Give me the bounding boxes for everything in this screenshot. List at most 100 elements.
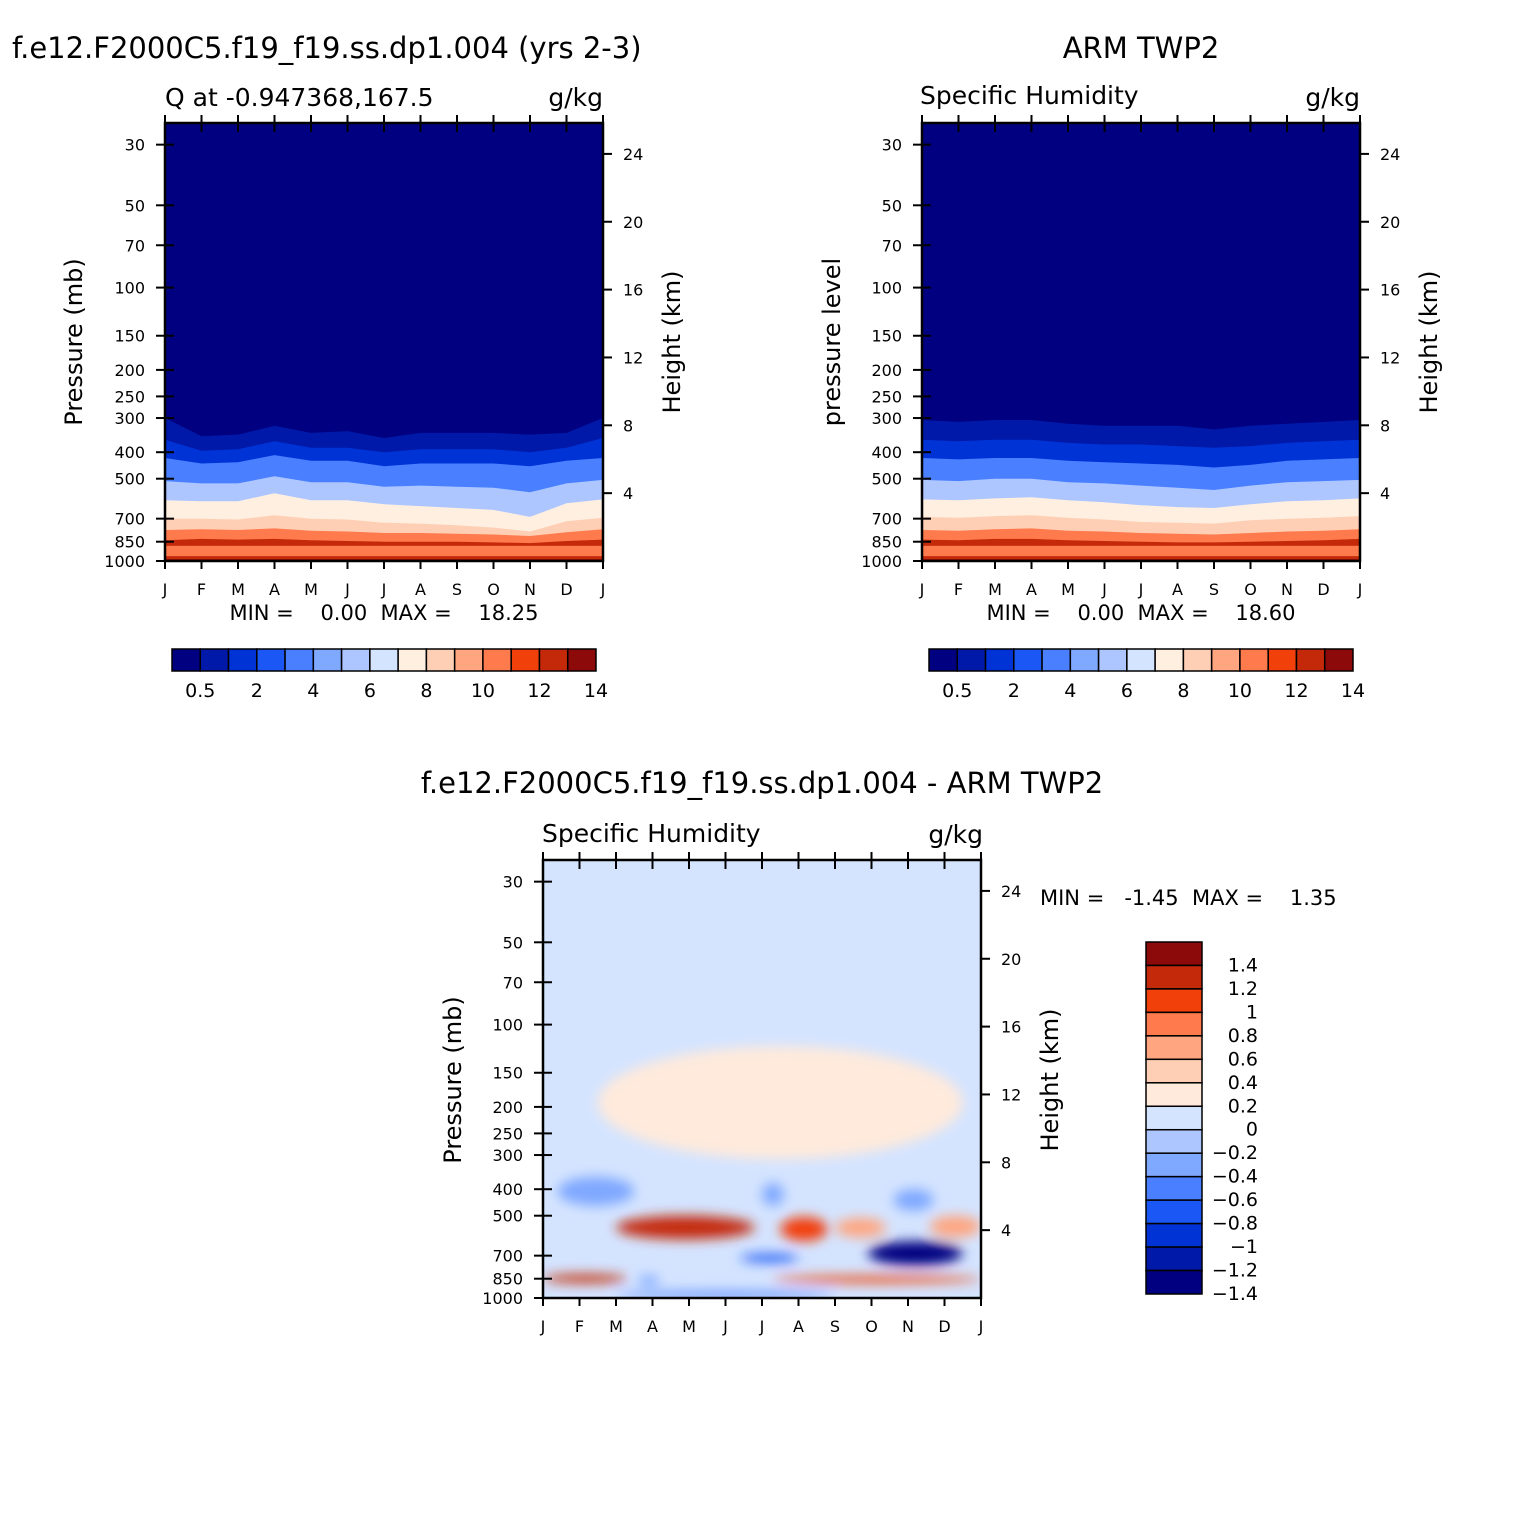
colorbar-label: 0.4 [1228, 1072, 1258, 1094]
x-tick-label: M [682, 1317, 696, 1336]
x-tick-label: J [381, 580, 387, 599]
x-tick-label: F [575, 1317, 584, 1336]
colorbar-swatch [1295, 648, 1326, 672]
y2-tick-label: 8 [623, 416, 633, 435]
y2-tick-label: 4 [1001, 1221, 1011, 1240]
colorbar-swatch [1154, 648, 1185, 672]
panel-model-ylabel: Pressure (mb) [60, 258, 88, 425]
colorbar-label: 2 [251, 680, 263, 702]
y-tick-label: 250 [114, 387, 145, 406]
panel-observation-y2label: Height (km) [1415, 271, 1443, 414]
colorbar-label: 0.6 [1228, 1048, 1258, 1070]
colorbar-label: −0.2 [1212, 1142, 1258, 1164]
x-tick-label: J [1101, 580, 1107, 599]
y2-tick-label: 8 [1380, 416, 1390, 435]
colorbar-label: 12 [1284, 680, 1308, 702]
colorbar-swatch [1145, 964, 1203, 990]
colorbar-swatch [1145, 1222, 1203, 1248]
colorbar-swatch [510, 648, 541, 672]
y-tick-label: 200 [114, 361, 145, 380]
contour-feature [616, 1215, 755, 1240]
y-tick-label: 50 [503, 933, 523, 952]
contour-feature [867, 1241, 963, 1266]
colorbar-swatch [227, 648, 258, 672]
colorbar-swatch [1041, 648, 1072, 672]
panel-model-units: g/kg [548, 83, 603, 112]
contour-feature [929, 1215, 981, 1238]
colorbar-label: 0.5 [185, 680, 215, 702]
colorbar-swatch [1145, 1082, 1203, 1108]
y2-tick-label: 20 [1001, 950, 1021, 969]
colorbar-label: 14 [584, 680, 608, 702]
colorbar-swatch [1145, 1128, 1203, 1154]
colorbar-swatch [482, 648, 512, 672]
x-tick-label: M [609, 1317, 623, 1336]
x-tick-label: O [865, 1317, 878, 1336]
colorbar-swatch [1145, 1175, 1203, 1201]
contour-fill [922, 123, 1360, 561]
colorbar-swatch [340, 648, 371, 672]
panel-observation-title: ARM TWP2 [1063, 31, 1220, 65]
panel-difference-ylabel: Pressure (mb) [439, 996, 467, 1163]
x-tick-label: J [344, 580, 350, 599]
colorbar-label: 14 [1341, 680, 1365, 702]
y2-tick-label: 24 [623, 145, 643, 164]
colorbar-label: 8 [1177, 680, 1189, 702]
colorbar-swatch [1145, 1246, 1203, 1272]
colorbar-label: 1 [1246, 1001, 1258, 1023]
y-tick-label: 700 [114, 510, 145, 529]
y-tick-label: 30 [503, 873, 523, 892]
panel-difference-y2label: Height (km) [1036, 1009, 1064, 1152]
y-tick-label: 500 [871, 470, 902, 489]
contour-feature [616, 1291, 835, 1298]
y-tick-label: 300 [492, 1146, 523, 1165]
colorbar-label: 6 [1121, 680, 1133, 702]
colorbar-swatch [256, 648, 286, 672]
colorbar-swatch [1145, 1199, 1203, 1225]
colorbar-label: 12 [527, 680, 551, 702]
contour-feature [637, 1275, 660, 1286]
x-tick-label: J [540, 1317, 546, 1336]
contour-band [922, 556, 1360, 561]
colorbar-swatch [199, 648, 230, 672]
y2-tick-label: 16 [623, 281, 643, 300]
x-tick-label: N [1281, 580, 1293, 599]
panel-observation-ylabel: pressure level [818, 258, 846, 426]
y2-tick-label: 4 [623, 484, 633, 503]
colorbar-swatch [1182, 648, 1213, 672]
colorbar-swatch [1267, 648, 1298, 672]
y2-tick-label: 16 [1380, 281, 1400, 300]
contour-feature [780, 1216, 828, 1242]
colorbar-label: 6 [364, 680, 376, 702]
colorbar-swatch [1069, 648, 1100, 672]
contour-feature [762, 1183, 784, 1206]
y-tick-label: 70 [125, 236, 145, 255]
colorbar-label: 4 [1064, 680, 1076, 702]
panel-difference-stats: MIN = -1.45 MAX = 1.35 [1040, 886, 1337, 910]
colorbar-label: 8 [420, 680, 432, 702]
x-tick-label: M [304, 580, 318, 599]
x-tick-label: S [452, 580, 462, 599]
x-tick-label: D [1317, 580, 1329, 599]
panel-model-location-label: Q at -0.947368,167.5 [165, 83, 434, 112]
colorbar-swatch [1013, 648, 1043, 672]
colorbar-label: −0.4 [1212, 1166, 1258, 1188]
y-tick-label: 200 [871, 361, 902, 380]
x-tick-label: J [722, 1317, 728, 1336]
x-tick-label: N [524, 580, 536, 599]
colorbar-swatch [171, 648, 202, 672]
colorbar-swatch [984, 648, 1015, 672]
y-tick-label: 30 [882, 136, 902, 155]
panel-observation-colorbar: 0.5 2 4 6 8 10 12 14 [928, 648, 1365, 702]
panel-observation-variable-label: Specific Humidity [920, 81, 1139, 110]
y-tick-label: 500 [114, 470, 145, 489]
colorbar-swatch [538, 648, 569, 672]
colorbar-swatch [425, 648, 456, 672]
panel-difference-units: g/kg [928, 820, 983, 849]
x-tick-label: M [231, 580, 245, 599]
y-tick-label: 150 [871, 327, 902, 346]
y-tick-label: 400 [871, 443, 902, 462]
panel-observation-plot: J F M A M J J A S O N D J 30 50 70 100 150 200 250 300 400 500… [861, 115, 1400, 599]
colorbar-swatch [369, 648, 399, 672]
